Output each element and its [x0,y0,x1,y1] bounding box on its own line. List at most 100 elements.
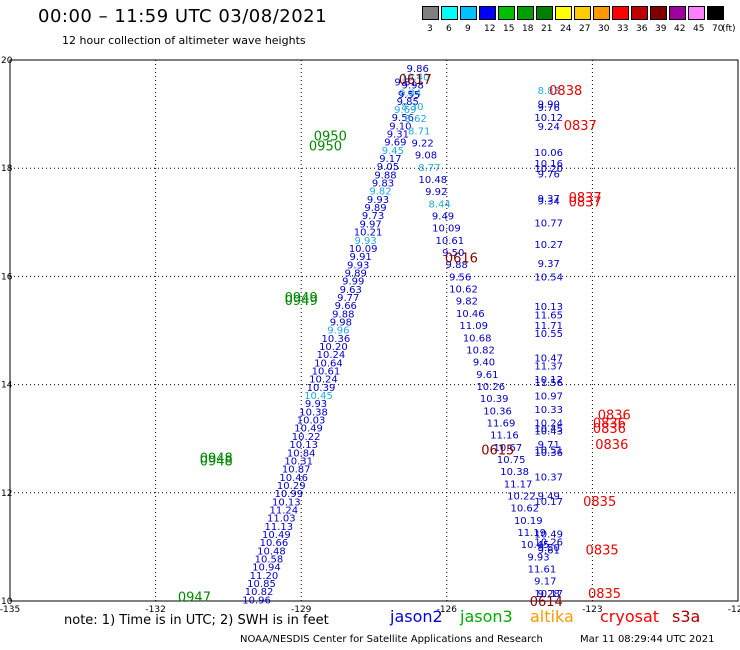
swh-value: 11.09 [459,321,488,332]
swh-value: 11.69 [487,418,516,429]
swh-value: 10.48 [257,546,286,557]
swh-value: 10.99 [274,489,303,500]
swh-value: 10.39 [307,383,336,394]
pass-time-label: 0836 [598,408,631,423]
swh-value: 9.89 [364,203,386,214]
swh-value: 10.12 [534,375,563,386]
swh-value: 9.56 [449,272,471,283]
swh-value: 10.45 [521,540,550,551]
swh-value: 10.49 [294,424,323,435]
swh-value: 10.45 [304,391,333,402]
colorbar-label: 6 [446,24,452,34]
swh-value: 10.61 [436,236,465,247]
colorbar-label: 24 [560,24,572,34]
swh-value: 9.82 [369,187,391,198]
swh-value: 10.62 [511,504,540,515]
colorbar-label: 30 [598,24,610,34]
swh-value: 10.45 [534,424,563,435]
swh-value: 10.40 [401,72,430,83]
swh-value: 10.96 [242,595,271,606]
swh-value: 10.64 [314,358,343,369]
pass-time-label: 0836 [593,416,626,431]
swh-value: 9.76 [538,103,560,114]
swh-value: 8.83 [538,86,560,97]
swh-value: 11.71 [534,321,563,332]
swh-value: 9.97 [359,219,381,230]
swh-value: 10.24 [534,418,563,429]
colorbar-cell [498,6,515,20]
pass-time-label: 0835 [588,587,621,602]
swh-value: 9.86 [407,64,429,75]
swh-value: 10.13 [289,440,318,451]
swh-value: 9.55 [398,90,420,101]
credit-line: NOAA/NESDIS Center for Satellite Applica… [240,634,543,645]
pass-time-label: 0949 [285,291,318,306]
colorbar-label: 33 [617,24,629,34]
swh-value: 9.69 [384,138,406,149]
pass-time-label: 0948 [200,454,233,469]
colorbar-cell [555,6,572,20]
swh-value: 9.93 [527,552,549,563]
swh-value: 10.85 [247,579,276,590]
colorbar-cell [593,6,610,20]
pass-time-label: 0836 [593,422,626,437]
swh-value: 11.61 [528,565,557,576]
swh-value: 10.75 [497,455,526,466]
swh-value: 9.50 [442,248,464,259]
legend-jason2: jason2 [390,607,443,626]
swh-value: 9.90 [538,99,560,110]
swh-value: 10.66 [260,538,289,549]
colorbar-label: 70 [712,24,724,34]
swh-value: 11.19 [517,528,546,539]
chart-subtitle: 12 hour collection of altimeter wave hei… [62,34,306,47]
swh-value: 10.67 [493,443,522,454]
swh-value: 10.13 [272,497,301,508]
legend-s3a: s3a [672,607,701,626]
colorbar-label: 27 [579,24,591,34]
swh-value: 10.19 [514,516,543,527]
swh-value: 11.56 [534,378,563,389]
swh-value: 8.30 [401,102,423,113]
y-tick-label: 14 [1,381,13,391]
swh-value: 10.22 [507,492,536,503]
colorbar-cell [479,6,496,20]
swh-value: 10.09 [349,244,378,255]
swh-value: 9.93 [347,260,369,271]
swh-value: 9.40 [473,358,495,369]
colorbar-cell [650,6,667,20]
swh-value: 9.88 [332,309,354,320]
pass-time-label: 0948 [200,452,233,467]
x-tick-label: -120 [728,605,740,615]
swh-value: 9.77 [337,293,359,304]
swh-value: 11.20 [250,571,279,582]
swh-value: 10.26 [534,537,563,548]
swh-value: 9.98 [330,317,352,328]
swh-value: 10.39 [480,394,509,405]
plot-frame [9,59,739,602]
pass-time-label: 0950 [309,139,342,154]
swh-value: 9.89 [345,268,367,279]
swh-value: 10.82 [466,345,495,356]
colorbar-cell [707,6,724,20]
swh-value: 10.62 [449,285,478,296]
swh-value: 10.58 [255,555,284,566]
colorbar-cell [612,6,629,20]
swh-value: 9.61 [476,370,498,381]
x-tick-label: -126 [437,605,458,615]
swh-value: 10.20 [534,164,563,175]
swh-value: 10.24 [309,375,338,386]
swh-value: 10.97 [534,391,563,402]
swh-value: 10.36 [322,334,351,345]
swh-value: 10.16 [534,159,563,170]
swh-value: 10.09 [432,224,461,235]
swh-value: 10.29 [277,481,306,492]
swh-value: 9.93 [354,236,376,247]
swh-value: 9.17 [379,154,401,165]
swh-value: 11.65 [534,310,563,321]
y-tick-label: 16 [1,272,13,282]
swh-value: 10.20 [319,342,348,353]
swh-value: 10.48 [418,175,447,186]
swh-value: 9.81 [394,78,416,89]
swh-value: 11.37 [534,362,563,373]
pass-time-label: 0835 [583,495,616,510]
